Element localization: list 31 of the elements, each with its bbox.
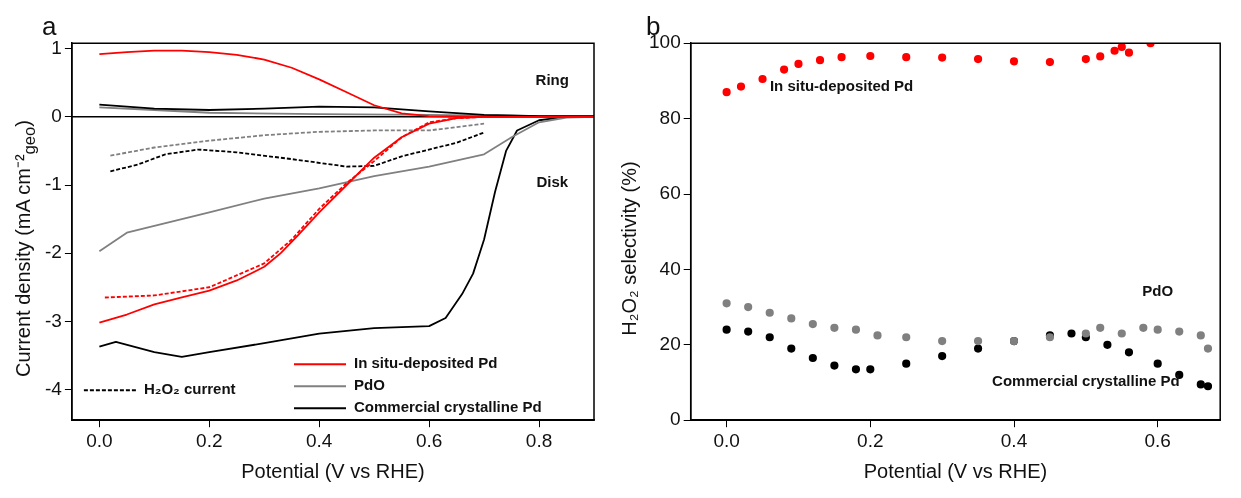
x-tick-label: 0.4 [1000,429,1028,451]
annotation: Ring [535,71,569,89]
x-tick-label: 0.4 [306,429,333,451]
series-label: Commercial crystalline Pd [992,372,1180,390]
y-tick-label: 60 [659,182,681,204]
series-label: In situ-deposited Pd [769,77,914,95]
y-tick-label: 0 [51,105,62,127]
y-tick-label: 20 [659,333,681,355]
annotation: Disk [536,172,569,190]
legend-label: H₂O₂ current [143,380,236,398]
x-tick-label: 0.0 [713,429,740,451]
y-tick-label: 80 [659,106,681,128]
y-tick-label: 40 [659,257,681,279]
y-tick-label: -2 [44,241,62,263]
x-tick-label: 0.0 [86,429,113,451]
series-label: PdO [1142,281,1174,299]
legend-label: Commercial crystalline Pd [354,398,542,416]
x-tick-label: 0.2 [196,429,223,451]
y-tick-label: -4 [44,377,63,399]
x-axis-title: Potential (V vs RHE) [241,459,425,482]
x-tick-label: 0.2 [857,429,884,451]
legend-label: PdO [354,376,386,394]
x-tick-label: 0.8 [525,429,553,451]
x-axis-title: Potential (V vs RHE) [863,459,1048,482]
x-tick-label: 0.6 [415,429,443,451]
y-axis-title: H₂O₂ selectivity (%) [617,160,641,336]
y-tick-label: -1 [44,173,62,195]
legend-label: In situ-deposited Pd [354,354,498,372]
y-tick-label: -3 [44,309,62,331]
y-tick-label: 0 [670,408,681,430]
x-tick-label: 0.6 [1144,429,1171,451]
